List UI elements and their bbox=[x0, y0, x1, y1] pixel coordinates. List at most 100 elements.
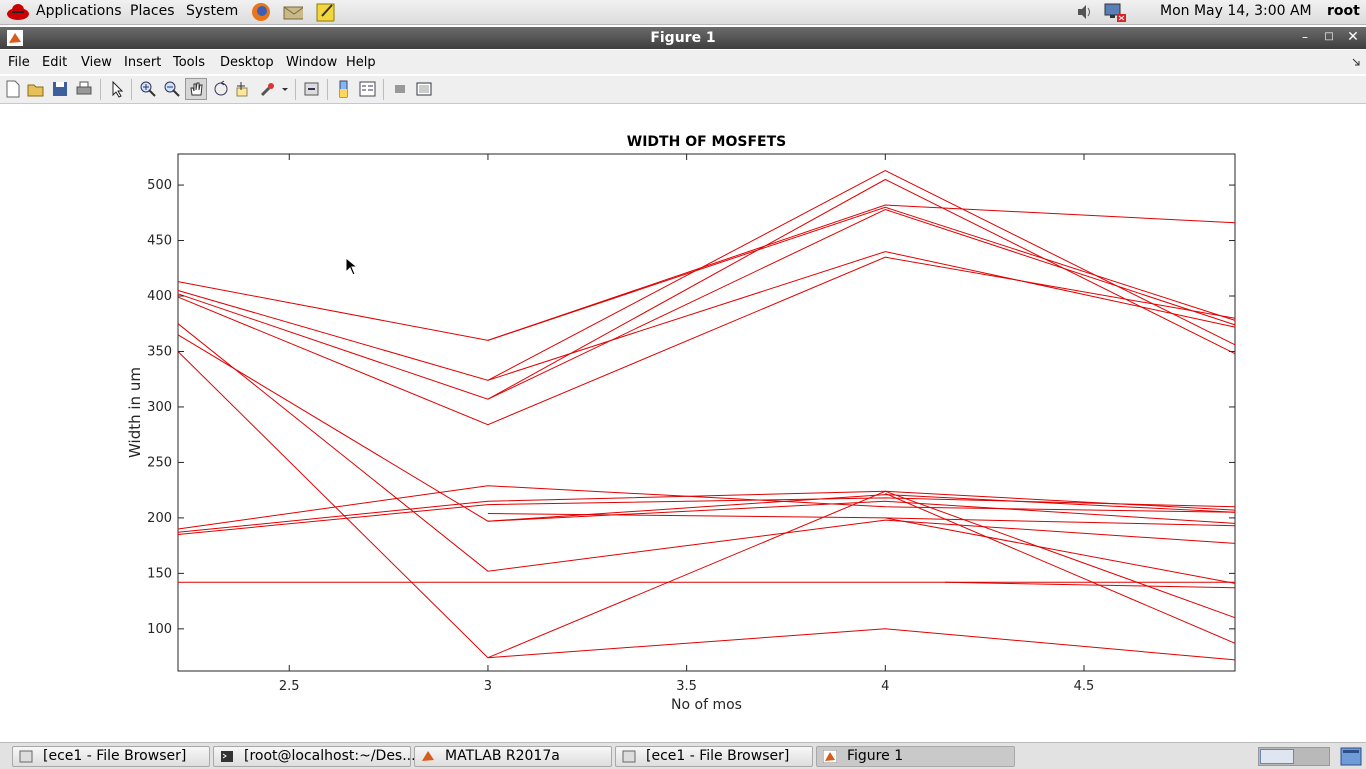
figure-canvas[interactable]: 2.5 3 3.5 4 4.5 100 150 200 250 300 350 400 450 500 WI… bbox=[0, 104, 1366, 740]
x-tick-label: 4.5 bbox=[1074, 679, 1095, 694]
toolbar-separator bbox=[383, 79, 384, 100]
matlab-icon bbox=[422, 751, 434, 761]
close-icon[interactable]: ✕ bbox=[1347, 29, 1359, 45]
x-tick-label: 2.5 bbox=[279, 679, 300, 694]
toolbar-separator bbox=[100, 79, 101, 100]
taskbar-item-figure[interactable]: Figure 1 bbox=[816, 746, 1015, 767]
series-line-3 bbox=[177, 178, 1236, 400]
series-line-7 bbox=[487, 251, 1236, 381]
taskbar-item-matlab[interactable]: MATLAB R2017a bbox=[414, 746, 612, 767]
y-tick-label: 300 bbox=[147, 400, 172, 415]
toolbar-separator bbox=[327, 79, 328, 100]
applications-menu[interactable]: Applications bbox=[36, 3, 122, 19]
link-plot-icon[interactable] bbox=[303, 80, 321, 98]
redhat-logo-icon[interactable] bbox=[5, 2, 31, 22]
system-menu[interactable]: System bbox=[186, 3, 239, 19]
matlab-window-icon[interactable] bbox=[7, 30, 23, 46]
terminal-icon bbox=[221, 751, 233, 762]
x-tick-label: 3 bbox=[484, 679, 492, 694]
y-tick-label: 350 bbox=[147, 344, 172, 359]
y-tick-label: 450 bbox=[147, 234, 172, 249]
mail-icon[interactable] bbox=[283, 2, 303, 22]
chart-title: WIDTH OF MOSFETS bbox=[627, 134, 786, 150]
edit-plot-arrow-icon[interactable] bbox=[108, 80, 126, 98]
taskbar-item-label: [ece1 - File Browser] bbox=[43, 748, 187, 764]
taskbar-item-file-browser-2[interactable]: [ece1 - File Browser] bbox=[615, 746, 813, 767]
maximize-icon[interactable]: □ bbox=[1324, 31, 1334, 42]
series-line-2 bbox=[177, 170, 1236, 381]
zoom-out-icon[interactable] bbox=[163, 80, 181, 98]
data-cursor-icon[interactable] bbox=[235, 80, 253, 98]
taskbar: [ece1 - File Browser] [root@localhost:~/… bbox=[0, 742, 1366, 769]
rotate-3d-icon[interactable] bbox=[212, 80, 230, 98]
series-line-10 bbox=[177, 351, 1236, 661]
window-title: Figure 1 bbox=[650, 30, 716, 46]
show-desktop-icon[interactable] bbox=[1340, 746, 1362, 767]
taskbar-item-terminal[interactable]: [root@localhost:~/Des... bbox=[213, 746, 416, 767]
x-tick-label: 3.5 bbox=[676, 679, 697, 694]
series-line-17 bbox=[885, 493, 1236, 644]
pan-hand-icon[interactable] bbox=[185, 78, 207, 100]
taskbar-item-file-browser[interactable]: [ece1 - File Browser] bbox=[12, 746, 210, 767]
taskbar-item-label: MATLAB R2017a bbox=[445, 748, 560, 764]
menu-view[interactable]: View bbox=[81, 55, 112, 70]
insert-colorbar-icon[interactable] bbox=[335, 80, 353, 98]
series-line-18 bbox=[885, 517, 1236, 584]
workspace-switcher[interactable] bbox=[1258, 747, 1330, 766]
minimize-icon[interactable]: – bbox=[1302, 30, 1308, 44]
y-tick-label: 500 bbox=[147, 178, 172, 193]
network-icon[interactable] bbox=[1103, 2, 1127, 22]
menu-edit[interactable]: Edit bbox=[42, 55, 68, 70]
matlab-figure-icon bbox=[823, 750, 837, 763]
workspace-1[interactable] bbox=[1260, 749, 1294, 764]
series-line-9 bbox=[177, 334, 1236, 524]
series-line-13 bbox=[177, 497, 1236, 535]
window-titlebar[interactable]: Figure 1 – □ ✕ bbox=[0, 27, 1366, 49]
menu-insert[interactable]: Insert bbox=[124, 55, 162, 70]
series-line-12 bbox=[177, 490, 1236, 533]
y-tick-label: 150 bbox=[147, 566, 172, 581]
taskbar-item-label: Figure 1 bbox=[847, 748, 904, 764]
x-axis-label: No of mos bbox=[671, 697, 742, 713]
clock[interactable]: Mon May 14, 3:00 AM bbox=[1160, 3, 1312, 19]
taskbar-item-label: [root@localhost:~/Des... bbox=[244, 748, 416, 764]
y-tick-label: 250 bbox=[147, 455, 172, 470]
x-tick-label: 4 bbox=[881, 679, 889, 694]
series-line-4 bbox=[177, 256, 1236, 426]
top-panel: Applications Places System Mon May 14, 3… bbox=[0, 0, 1366, 25]
zoom-in-icon[interactable] bbox=[139, 80, 157, 98]
brush-dropdown-icon[interactable] bbox=[281, 80, 289, 98]
open-file-icon[interactable] bbox=[27, 80, 45, 98]
series-line-20 bbox=[944, 581, 1236, 589]
places-menu[interactable]: Places bbox=[130, 3, 175, 19]
menu-window[interactable]: Window bbox=[286, 55, 338, 70]
mouse-cursor-icon bbox=[345, 257, 359, 276]
user-name[interactable]: root bbox=[1327, 3, 1360, 19]
menu-tools[interactable]: Tools bbox=[173, 55, 206, 70]
save-figure-icon[interactable] bbox=[51, 80, 69, 98]
notes-icon[interactable] bbox=[315, 2, 335, 22]
menu-desktop[interactable]: Desktop bbox=[220, 55, 274, 70]
plot-area[interactable] bbox=[177, 153, 1236, 672]
show-plot-tools-icon[interactable] bbox=[415, 80, 433, 98]
undock-arrow-icon[interactable] bbox=[1352, 58, 1360, 66]
toolbar-separator bbox=[131, 79, 132, 100]
firefox-icon[interactable] bbox=[251, 2, 271, 22]
menu-help[interactable]: Help bbox=[346, 55, 376, 70]
menubar: File Edit View Insert Tools Desktop Wind… bbox=[0, 50, 1366, 74]
taskbar-item-label: [ece1 - File Browser] bbox=[646, 748, 790, 764]
print-figure-icon[interactable] bbox=[75, 80, 93, 98]
figure-toolbar bbox=[0, 76, 1366, 104]
new-figure-icon[interactable] bbox=[4, 80, 22, 98]
series-line-8 bbox=[177, 323, 1236, 572]
insert-legend-icon[interactable] bbox=[359, 80, 377, 98]
file-browser-icon bbox=[19, 750, 33, 763]
hide-plot-tools-icon[interactable] bbox=[391, 80, 409, 98]
toolbar-separator bbox=[295, 79, 296, 100]
brush-data-icon[interactable] bbox=[259, 80, 277, 98]
series-line-1 bbox=[177, 204, 1236, 341]
line-chart[interactable]: 2.5 3 3.5 4 4.5 100 150 200 250 300 350 400 450 500 WI… bbox=[0, 104, 1366, 740]
volume-icon[interactable] bbox=[1075, 3, 1093, 21]
y-tick-label: 200 bbox=[147, 511, 172, 526]
menu-file[interactable]: File bbox=[8, 55, 30, 70]
